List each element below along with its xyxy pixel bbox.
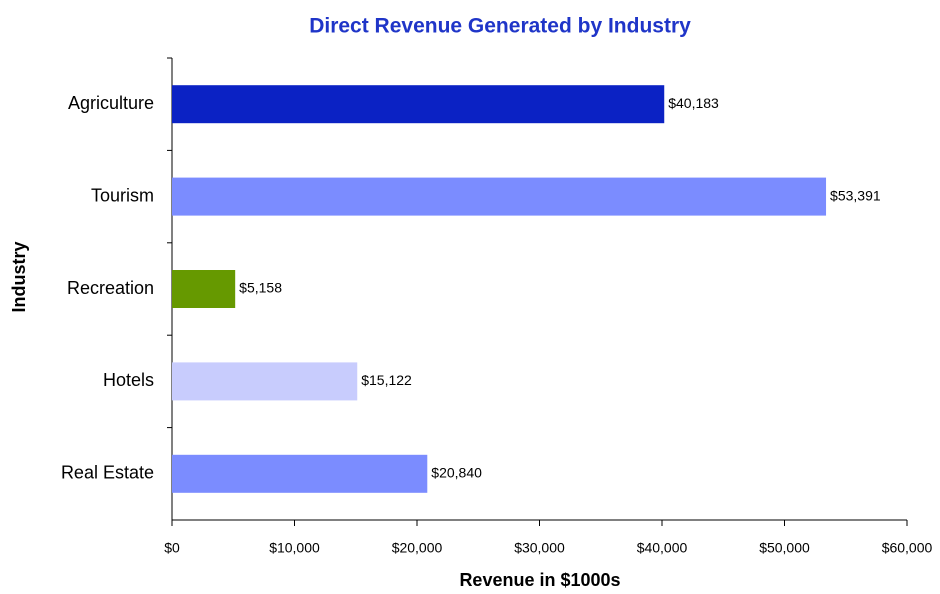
bar <box>172 362 358 401</box>
value-label: $40,183 <box>668 95 719 111</box>
value-label: $15,122 <box>361 372 412 388</box>
chart-title: Direct Revenue Generated by Industry <box>309 15 691 38</box>
bar <box>172 85 665 124</box>
bar <box>172 177 827 216</box>
y-tick-label: Tourism <box>91 185 154 205</box>
value-label: $20,840 <box>431 465 482 481</box>
x-tick-label: $30,000 <box>514 540 565 556</box>
x-tick-label: $0 <box>164 540 180 556</box>
x-tick-label: $50,000 <box>759 540 810 556</box>
x-tick-label: $40,000 <box>637 540 688 556</box>
x-tick-label: $20,000 <box>392 540 443 556</box>
value-label: $53,391 <box>830 187 881 203</box>
y-tick-label: Hotels <box>103 370 154 390</box>
bar <box>172 454 428 493</box>
x-axis-label: Revenue in $1000s <box>459 570 620 590</box>
x-tick-label: $10,000 <box>269 540 320 556</box>
y-tick-label: Agriculture <box>68 93 154 113</box>
y-axis-label: Industry <box>9 241 29 312</box>
y-tick-label: Recreation <box>67 278 154 298</box>
bar <box>172 270 236 308</box>
value-label: $5,158 <box>239 280 282 296</box>
x-tick-label: $60,000 <box>882 540 933 556</box>
y-tick-label: Real Estate <box>61 463 154 483</box>
